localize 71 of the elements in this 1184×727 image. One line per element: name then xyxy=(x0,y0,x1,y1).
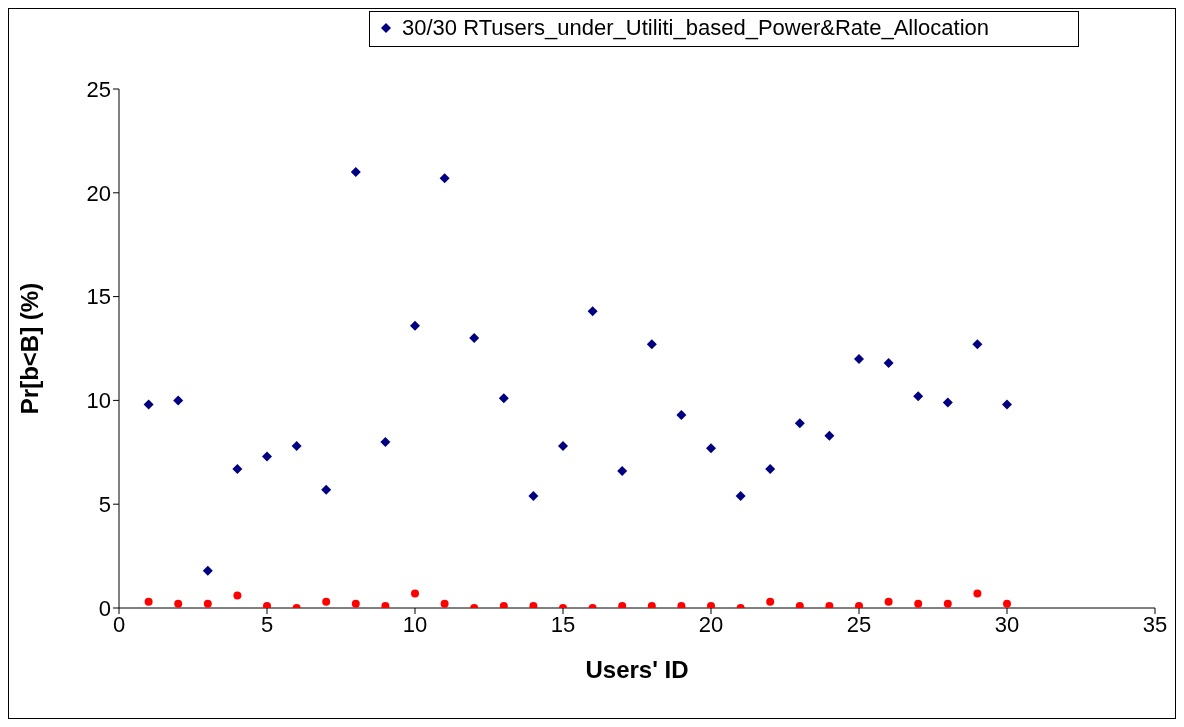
point xyxy=(233,591,242,600)
point xyxy=(529,601,538,608)
x-tick-label: 25 xyxy=(846,611,872,637)
point xyxy=(646,339,657,350)
point xyxy=(735,490,746,501)
point xyxy=(884,597,893,606)
point xyxy=(528,490,539,501)
point xyxy=(706,443,716,454)
point xyxy=(943,599,952,608)
point xyxy=(1003,599,1011,608)
point xyxy=(765,463,776,474)
point xyxy=(854,353,864,364)
point xyxy=(883,358,894,369)
x-tick-label: 5 xyxy=(260,611,274,637)
y-tick-label: 25 xyxy=(86,76,111,102)
point xyxy=(263,601,271,608)
point xyxy=(439,173,450,184)
point xyxy=(411,589,419,598)
point xyxy=(321,484,332,495)
point xyxy=(558,441,568,452)
x-tick-label: 35 xyxy=(1142,611,1168,637)
point xyxy=(766,597,775,606)
x-tick-label: 10 xyxy=(402,611,428,637)
point xyxy=(855,601,863,608)
point xyxy=(618,601,627,608)
point xyxy=(469,333,480,344)
point xyxy=(440,599,449,608)
point xyxy=(913,391,924,402)
point xyxy=(825,601,834,608)
y-tick-label: 0 xyxy=(98,595,111,621)
x-tick-label: 20 xyxy=(698,611,724,637)
point xyxy=(647,601,656,608)
point xyxy=(676,409,687,420)
point xyxy=(1002,399,1012,410)
point xyxy=(498,393,509,404)
y-axis-title: Pr[b<B] (%) xyxy=(15,282,43,415)
point xyxy=(291,441,302,452)
y-tick-label: 5 xyxy=(98,492,111,518)
point xyxy=(794,418,805,429)
x-tick-label: 15 xyxy=(550,611,576,637)
point xyxy=(410,320,420,331)
point xyxy=(351,599,360,608)
x-axis-title: Users' ID xyxy=(585,656,689,683)
point xyxy=(202,565,213,576)
y-tick-label: 10 xyxy=(86,388,111,414)
point xyxy=(380,436,391,447)
point xyxy=(707,601,715,608)
point xyxy=(587,306,598,317)
legend-label: 30/30 RTusers_under_Utiliti_based_Power&Rate_Allocation xyxy=(402,14,990,42)
point xyxy=(144,597,153,606)
point xyxy=(795,601,804,608)
point xyxy=(322,597,331,606)
point xyxy=(350,167,361,178)
point xyxy=(262,451,272,462)
point xyxy=(942,397,953,408)
y-tick-label: 15 xyxy=(86,284,111,310)
point xyxy=(232,463,243,474)
y-tick-label: 20 xyxy=(86,180,111,206)
point xyxy=(914,599,923,608)
point xyxy=(499,601,508,608)
x-tick-label: 30 xyxy=(994,611,1020,637)
point xyxy=(617,465,628,476)
point xyxy=(677,601,686,608)
point xyxy=(143,399,154,410)
point xyxy=(203,599,212,608)
point xyxy=(972,339,983,350)
point xyxy=(824,430,835,441)
point xyxy=(173,395,184,406)
point xyxy=(174,599,183,608)
point xyxy=(381,601,390,608)
point xyxy=(973,589,982,598)
